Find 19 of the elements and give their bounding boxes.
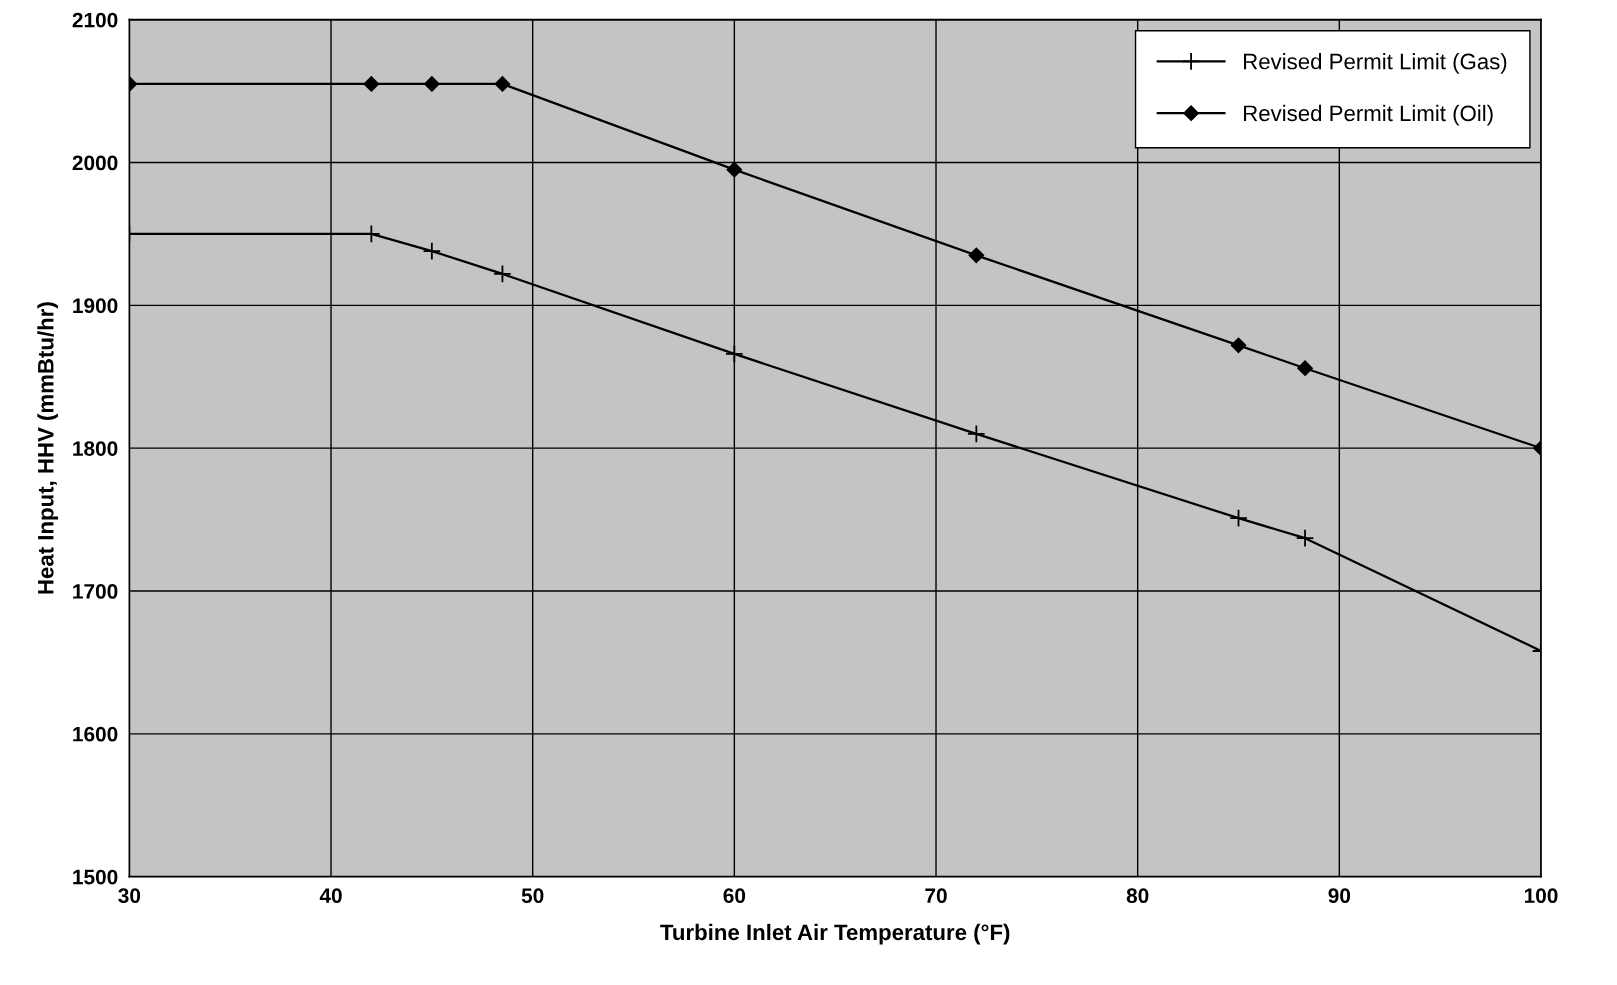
x-tick-label: 50: [521, 888, 544, 904]
y-tick-label: 1900: [73, 298, 118, 314]
y-tick-label: 1600: [73, 726, 118, 742]
x-tick-label: 30: [118, 888, 141, 904]
y-tick-label: 2000: [72, 155, 118, 171]
y-tick-label: 2100: [72, 12, 118, 28]
x-tick-label: 40: [319, 888, 342, 904]
legend-label: Revised Permit Limit (Gas): [1244, 53, 1507, 74]
x-tick-label: 100: [1524, 888, 1558, 904]
y-axis-title: Heat Input, HHV (mmBtu/hr): [37, 302, 59, 594]
x-tick-label: 70: [925, 888, 947, 904]
y-tick-label: 1800: [73, 441, 118, 456]
x-axis-title: Turbine Inlet Air Temperature (°F): [660, 923, 1010, 945]
x-tick-label: 90: [1328, 888, 1351, 904]
y-tick-label: 1700: [73, 584, 118, 599]
y-tick-label: 1500: [73, 869, 118, 885]
x-tick-label: 80: [1126, 888, 1149, 904]
x-tick-label: 60: [723, 888, 746, 904]
legend-label: Revised Permit Limit (Oil): [1244, 104, 1493, 126]
